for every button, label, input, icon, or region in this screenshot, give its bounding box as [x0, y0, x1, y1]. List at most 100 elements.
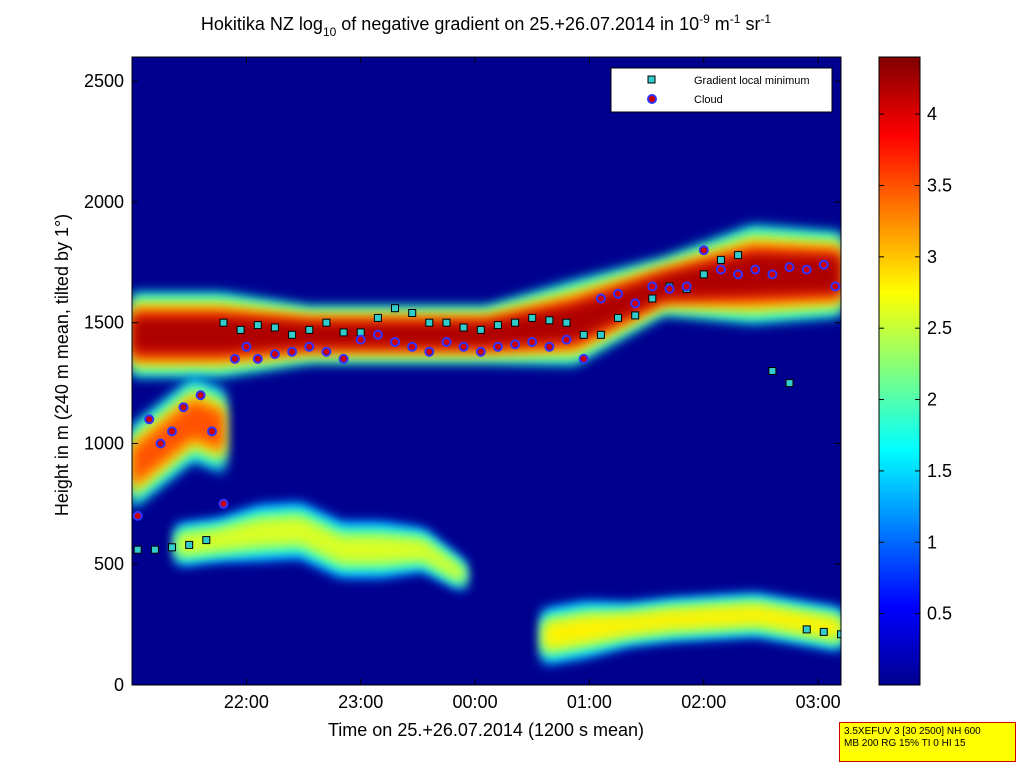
- gradient-min-point: [734, 251, 743, 260]
- gradient-min-point: [768, 367, 777, 375]
- cloud-point: [241, 341, 252, 352]
- x-axis: 22:00 23:00 00:00 01:00 02:00 03:00: [224, 57, 841, 712]
- colorbar-tick-label: 2.5: [927, 318, 952, 338]
- cloud-point: [767, 269, 778, 280]
- cloud-point: [441, 337, 452, 347]
- cloud-point: [784, 262, 795, 273]
- cloud-point: [229, 353, 240, 364]
- gradient-min-point: [133, 545, 142, 554]
- y-tick-label: 2500: [84, 71, 124, 91]
- cloud-point: [830, 281, 841, 292]
- cloud-point: [321, 346, 332, 357]
- y-tick-label: 0: [114, 675, 124, 695]
- cloud-point: [475, 346, 486, 357]
- cloud-point: [510, 339, 521, 350]
- legend: Gradient local minimum Cloud: [610, 67, 833, 113]
- gradient-min-point: [253, 321, 262, 330]
- colorbar-tick-label: 3: [927, 247, 937, 267]
- cloud-point: [269, 349, 280, 360]
- cloud-point: [801, 264, 812, 275]
- colorbar-gradient: [878, 56, 921, 686]
- colorbar-tick-label: 1: [927, 532, 937, 552]
- cloud-point: [218, 498, 229, 509]
- cloud-point: [287, 346, 298, 357]
- cloud-point: [595, 293, 606, 304]
- cloud-point: [715, 264, 726, 275]
- colorbar-tick-label: 1.5: [927, 461, 952, 481]
- cloud-point: [132, 510, 143, 521]
- cloud-point: [492, 341, 503, 352]
- legend-marker-gradient-min: [647, 75, 656, 84]
- cloud-point: [818, 259, 829, 270]
- gradient-min-point: [785, 379, 794, 388]
- marker-layer: [132, 245, 841, 639]
- gradient-min-point: [459, 323, 468, 332]
- legend-marker-cloud: [647, 94, 657, 104]
- cloud-point: [195, 390, 206, 401]
- x-tick-label: 01:00: [567, 692, 612, 712]
- cloud-point: [561, 334, 572, 345]
- gradient-min-point: [305, 325, 314, 334]
- gradient-min-point: [373, 313, 382, 322]
- info-line-1: 3.5XEFUV 3 [30 2500] NH 600: [844, 726, 981, 737]
- gradient-min-point: [270, 323, 279, 332]
- cloud-point: [178, 402, 189, 413]
- cloud-point: [144, 414, 155, 425]
- y-tick-label: 2000: [84, 192, 124, 212]
- gradient-min-point: [614, 313, 622, 322]
- colorbar-tick-label: 2: [927, 390, 937, 410]
- x-axis-label: Time on 25.+26.07.2014 (1200 s mean): [328, 720, 644, 740]
- legend-label-gradient-min: Gradient local minimum: [694, 75, 810, 87]
- gradient-min-point: [150, 545, 159, 554]
- x-tick-label: 02:00: [681, 692, 726, 712]
- gradient-min-point: [579, 330, 588, 339]
- gradient-min-point: [699, 270, 708, 279]
- gradient-min-point: [391, 304, 399, 313]
- info-box: 3.5XEFUV 3 [30 2500] NH 600 MB 200 RG 15…: [839, 722, 1016, 762]
- gradient-min-point: [425, 318, 434, 327]
- layer-band-1-4: [177, 518, 464, 583]
- chart-title: Hokitika NZ log10 of negative gradient o…: [201, 12, 772, 39]
- info-line-2: MB 200 RG 15% TI 0 HI 15: [844, 738, 966, 749]
- gradient-min-point: [476, 325, 485, 334]
- cloud-point: [578, 353, 589, 364]
- gradient-min-point: [322, 318, 331, 327]
- x-tick-label: 00:00: [453, 692, 498, 712]
- cloud-point: [630, 298, 641, 309]
- cloud-point: [681, 281, 692, 292]
- gradient-min-point: [493, 321, 502, 330]
- cloud-point: [207, 426, 217, 437]
- cloud-point: [252, 353, 263, 364]
- cloud-point: [167, 426, 177, 437]
- cloud-point: [338, 353, 349, 364]
- y-tick-label: 500: [94, 554, 124, 574]
- x-tick-label: 23:00: [338, 692, 383, 712]
- gradient-min-point: [648, 294, 657, 303]
- legend-box: [610, 67, 833, 113]
- cloud-point: [647, 281, 658, 292]
- gradient-min-point: [562, 318, 571, 327]
- colorbar-tick-label: 0.5: [927, 604, 952, 624]
- gradient-min-point: [339, 328, 348, 337]
- y-axis-label: Height in m (240 m mean, tilted by 1°): [52, 214, 72, 516]
- gradient-min-point: [202, 536, 211, 545]
- cloud-point: [372, 329, 383, 340]
- cloud-point: [424, 346, 435, 357]
- cloud-point: [544, 341, 555, 352]
- plot-frame: [131, 56, 842, 686]
- layer-band-3-4: [132, 401, 224, 486]
- cloud-point: [407, 341, 418, 352]
- cloud-point: [698, 245, 709, 256]
- gradient-min-point: [819, 627, 828, 636]
- gradient-min-point: [185, 540, 194, 549]
- colorbar-tick-label: 4: [927, 104, 937, 124]
- cloud-point: [527, 337, 538, 347]
- gradient-min-point: [528, 313, 537, 322]
- cloud-point: [304, 341, 315, 352]
- cloud-point: [613, 288, 623, 299]
- gradient-min-point: [408, 309, 417, 317]
- cloud-point: [458, 341, 469, 352]
- colorbar: 0.5 1 1.5 2 2.5 3 3.5 4: [878, 56, 952, 686]
- gradient-min-point: [236, 325, 245, 334]
- gradient-min-point: [219, 318, 228, 327]
